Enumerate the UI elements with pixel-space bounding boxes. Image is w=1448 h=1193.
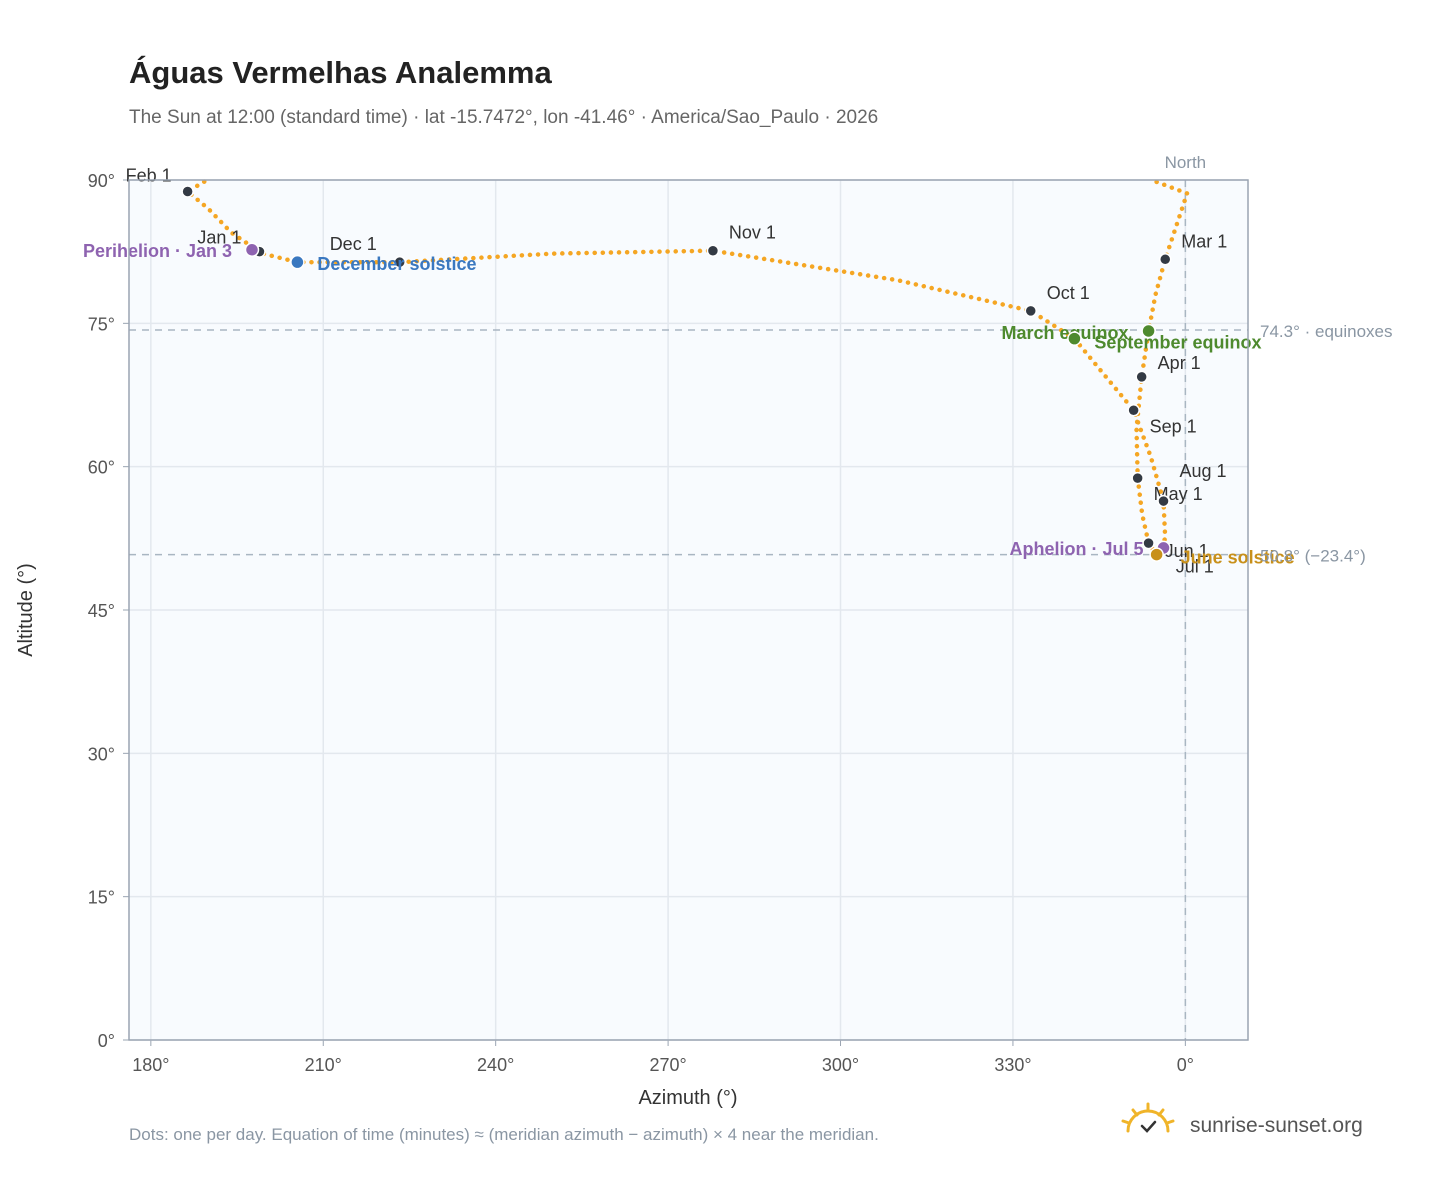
month-marker xyxy=(1157,494,1170,508)
y-tick-label: 0° xyxy=(98,1031,115,1051)
month-marker xyxy=(1135,370,1148,384)
y-tick-label: 30° xyxy=(88,744,115,764)
event-marker xyxy=(1149,547,1164,562)
event-marker xyxy=(1141,323,1156,339)
x-tick-label: 210° xyxy=(305,1055,342,1075)
event-label: Perihelion · Jan 3 xyxy=(83,241,232,261)
month-label: Jun 1 xyxy=(1165,541,1209,561)
month-label: Mar 1 xyxy=(1181,231,1227,251)
x-tick-label: 0° xyxy=(1177,1055,1194,1075)
y-tick-label: 90° xyxy=(88,171,115,191)
month-marker xyxy=(1127,404,1140,417)
x-tick-label: 300° xyxy=(822,1055,859,1075)
plot-frame xyxy=(128,179,1249,1041)
y-axis-label: Altitude (°) xyxy=(15,563,37,657)
month-marker xyxy=(1024,304,1038,318)
chart-subtitle: The Sun at 12:00 (standard time) · lat -… xyxy=(129,107,878,128)
x-tick-label: 270° xyxy=(649,1055,686,1075)
event-marker xyxy=(290,254,305,270)
month-label: Aug 1 xyxy=(1180,461,1227,481)
event-marker xyxy=(1067,331,1082,346)
y-tick-label: 75° xyxy=(88,314,115,334)
brand-logo xyxy=(1121,1102,1175,1133)
month-marker xyxy=(706,244,720,257)
event-label: December solstice xyxy=(317,254,476,274)
x-axis-label: Azimuth (°) xyxy=(638,1087,737,1109)
y-tick-label: 45° xyxy=(88,601,115,621)
month-label: Feb 1 xyxy=(126,165,172,185)
reference-label: 50.8° (−23.4°) xyxy=(1260,547,1366,566)
month-label: Apr 1 xyxy=(1158,353,1201,373)
month-label: Sep 1 xyxy=(1150,416,1197,436)
x-tick-label: 240° xyxy=(477,1055,514,1075)
reference-label: 74.3° · equinoxes xyxy=(1260,322,1393,341)
month-label: Jul 1 xyxy=(1176,557,1214,577)
event-label: June solstice xyxy=(1181,548,1295,568)
month-marker xyxy=(1158,253,1172,266)
footnote: Dots: one per day. Equation of time (min… xyxy=(129,1125,879,1144)
month-marker xyxy=(1142,536,1155,550)
month-label: Oct 1 xyxy=(1047,283,1090,303)
y-tick-label: 15° xyxy=(88,888,115,908)
month-marker xyxy=(181,185,194,198)
month-label: Dec 1 xyxy=(330,234,377,254)
x-tick-label: 330° xyxy=(994,1055,1031,1075)
event-label: September equinox xyxy=(1094,333,1261,353)
month-label: Nov 1 xyxy=(729,223,776,243)
month-label: Jan 1 xyxy=(197,228,241,248)
brand-name: sunrise-sunset.org xyxy=(1190,1114,1363,1137)
event-label: Aphelion · Jul 5 xyxy=(1009,539,1143,559)
north-label: North xyxy=(1165,153,1207,172)
event-marker xyxy=(244,242,260,258)
month-marker xyxy=(1131,471,1144,485)
y-tick-label: 60° xyxy=(88,458,115,478)
x-tick-label: 180° xyxy=(132,1055,169,1075)
event-label: March equinox xyxy=(1002,323,1129,343)
month-marker xyxy=(393,255,406,269)
chart-title: Águas Vermelhas Analemma xyxy=(129,55,552,90)
